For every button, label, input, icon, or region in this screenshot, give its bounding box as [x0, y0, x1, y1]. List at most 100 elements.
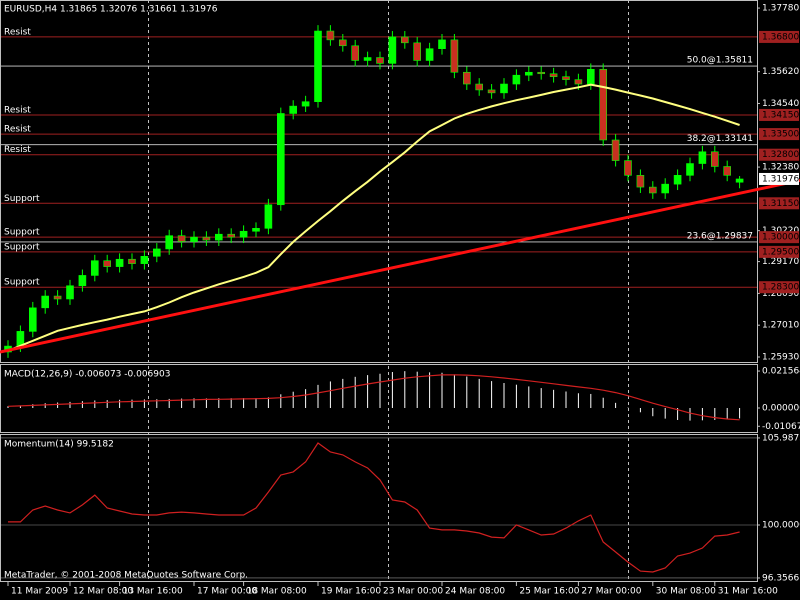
y-tick-label: 1.35620: [762, 67, 799, 77]
momentum-panel: [0, 434, 758, 582]
candle-body: [500, 83, 508, 94]
y-tick-label: 0.000000: [762, 403, 800, 413]
signal-line: [7, 374, 740, 421]
y-tick-label: 1.34540: [762, 99, 799, 109]
candle-body: [115, 258, 124, 267]
candle-body: [512, 74, 521, 85]
level-price-box: [759, 108, 799, 121]
price-panel: [0, 0, 758, 363]
y-tick-label: 1.28090: [762, 289, 799, 299]
candle-body: [153, 248, 161, 257]
current-price-label: 1.31976: [762, 174, 799, 184]
level-price-label: 1.28300: [762, 283, 799, 293]
level-price-box: [759, 281, 799, 294]
fib-label: 38.2@1.33141: [687, 134, 753, 144]
level-text: Resist: [4, 125, 31, 135]
candle-body: [549, 73, 558, 77]
x-tick-label: 23 Mar 00:00: [383, 587, 443, 597]
candle-body: [698, 151, 707, 164]
moving-average: [7, 83, 740, 352]
candle-body: [165, 235, 173, 250]
candle-body: [314, 30, 322, 103]
candle-body: [735, 178, 744, 183]
level-text: Support: [4, 242, 40, 252]
level-text: Resist: [4, 145, 31, 155]
level-text: Support: [4, 278, 40, 288]
candle-body: [562, 76, 570, 80]
candle-body: [636, 175, 645, 188]
x-tick-label: 30 Mar 08:00: [656, 587, 716, 597]
level-price-label: 1.31150: [762, 199, 799, 209]
candle-body: [190, 236, 198, 242]
trend-line: [0, 178, 800, 354]
level-text: Resist: [4, 105, 31, 115]
level-price-label: 1.32800: [762, 150, 799, 160]
candle-body: [376, 57, 384, 64]
level-price-box: [759, 231, 799, 244]
indicator-line: [8, 442, 740, 573]
candle-body: [140, 255, 149, 264]
y-tick-label: 96.3566: [762, 573, 799, 583]
candle-body: [586, 69, 595, 85]
candle-body: [41, 295, 50, 309]
level-text: Resist: [4, 27, 31, 37]
candle-body: [388, 36, 397, 64]
candle-body: [128, 258, 136, 264]
x-tick-label: 11 Mar 2009: [11, 587, 68, 597]
level-price-box: [759, 245, 799, 258]
y-tick-label: 1.37780: [762, 4, 799, 14]
candle-body: [648, 186, 657, 194]
level-price-box: [759, 148, 799, 161]
candle-body: [624, 160, 632, 176]
candle-body: [487, 89, 496, 94]
candle-body: [264, 204, 273, 229]
candle-body: [91, 260, 99, 276]
candle-body: [475, 83, 484, 91]
y-tick-label: 1.25930: [762, 352, 799, 362]
candle-body: [276, 113, 285, 206]
candle-body: [710, 151, 719, 167]
x-tick-label: 24 Mar 08:00: [445, 587, 505, 597]
x-tick-label: 18 Mar 08:00: [247, 587, 307, 597]
level-text: Support: [4, 228, 40, 238]
x-tick-label: 25 Mar 16:00: [519, 587, 579, 597]
y-tick-label: 1.27010: [762, 321, 799, 331]
candle-body: [450, 39, 459, 73]
footer: MetaTrader, © 2001-2008 MetaQuotes Softw…: [4, 571, 248, 581]
candle-body: [53, 295, 62, 300]
candle-body: [338, 39, 347, 47]
candle-body: [438, 39, 446, 50]
x-tick-label: 13 Mar 16:00: [123, 587, 183, 597]
candle-body: [289, 105, 298, 114]
candle-body: [400, 36, 409, 44]
candle-body: [66, 285, 74, 300]
candle-body: [28, 307, 37, 332]
candle-body: [723, 166, 732, 176]
y-tick-label: 1.32380: [762, 163, 799, 173]
candle-body: [462, 71, 471, 85]
candle-body: [673, 175, 682, 185]
x-tick-label: 19 Mar 16:00: [321, 587, 381, 597]
candle-body: [574, 79, 583, 85]
panel-title: MACD(12,26,9) -0.006073 -0.006903: [4, 370, 170, 380]
panel-title: Momentum(14) 99.5182: [4, 440, 114, 450]
chart-title: EURUSD,H4 1.31865 1.32076 1.31661 1.3197…: [4, 5, 218, 15]
y-tick-label: 1.29170: [762, 257, 799, 267]
y-tick-label: 0.021564: [762, 367, 800, 377]
candle-body: [363, 57, 372, 61]
fib-label: 23.6@1.29837: [687, 231, 753, 241]
x-tick-label: 17 Mar 00:00: [197, 587, 257, 597]
level-price-box: [759, 197, 799, 210]
macd-panel: [0, 364, 758, 433]
candle-body: [611, 139, 620, 161]
candle-body: [239, 230, 248, 238]
candle-body: [686, 163, 694, 176]
period-separators: [148, 0, 629, 582]
candle-body: [202, 236, 211, 241]
candle-body: [413, 42, 422, 61]
y-tick-label: 100.0000: [762, 521, 800, 531]
candle-body: [177, 235, 186, 242]
